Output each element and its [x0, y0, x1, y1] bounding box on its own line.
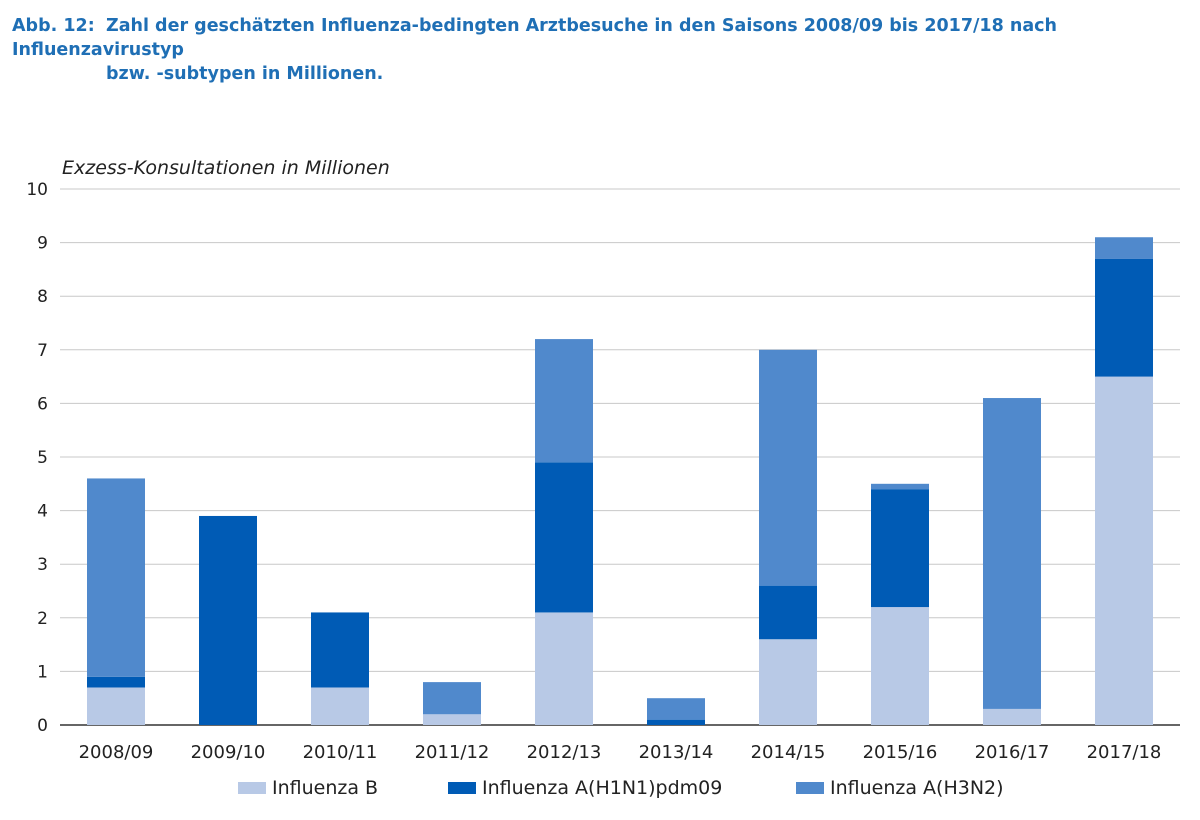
x-tick-label: 2017/18 [1087, 742, 1162, 763]
y-tick-label: 7 [37, 341, 48, 361]
bar-segment-h3n2 [983, 398, 1041, 709]
bar-segment-h1n1 [871, 489, 929, 608]
x-tick-label: 2008/09 [79, 742, 154, 763]
bar-segment-h3n2 [423, 682, 481, 715]
y-tick-label: 4 [37, 502, 48, 522]
bar-segment-h3n2 [87, 478, 145, 677]
legend-label: Influenza A(H3N2) [830, 777, 1004, 799]
bar-segment-h3n2 [647, 698, 705, 720]
bar-segment-influenza-b [535, 612, 593, 725]
y-tick-label: 0 [37, 716, 48, 736]
bar-segment-influenza-b [983, 708, 1041, 725]
bar-segment-h1n1 [87, 676, 145, 688]
bar-segment-h1n1 [311, 612, 369, 688]
bar-segment-h1n1 [199, 515, 257, 725]
bar-segment-influenza-b [759, 639, 817, 725]
figure-caption: Abb. 12: Zahl der geschätzten Influenza-b… [12, 14, 1192, 86]
bar-segment-h3n2 [759, 349, 817, 586]
caption-line-1: Zahl der geschätzten Influenza-bedingten… [12, 16, 1057, 60]
bar-segment-h3n2 [871, 483, 929, 490]
y-tick-label: 10 [26, 180, 48, 200]
x-tick-label: 2011/12 [415, 742, 490, 763]
y-tick-label: 2 [37, 609, 48, 629]
y-tick-label: 3 [37, 555, 48, 575]
x-tick-label: 2013/14 [639, 742, 714, 763]
bar-segment-influenza-b [311, 687, 369, 725]
bar-segment-influenza-b [871, 607, 929, 725]
y-tick-label: 8 [37, 287, 48, 307]
bar-segment-h3n2 [1095, 237, 1153, 259]
bar-segment-h1n1 [647, 719, 705, 725]
y-tick-labels: 0 1 2 3 4 5 6 7 8 9 10 [26, 180, 48, 736]
caption-line-2: bzw. -subtypen in Millionen. [106, 64, 384, 84]
y-axis-label: Exzess-Konsultationen in Millionen [62, 157, 390, 179]
figure-number: Abb. 12: [12, 16, 95, 36]
legend-label: Influenza A(H1N1)pdm09 [482, 777, 722, 799]
x-tick-label: 2012/13 [527, 742, 602, 763]
x-tick-labels: 2008/09 2009/10 2010/11 2011/12 2012/13 2013/… [79, 742, 1162, 763]
y-tick-label: 5 [37, 448, 48, 468]
x-tick-label: 2015/16 [863, 742, 938, 763]
legend-swatch [238, 782, 266, 794]
x-tick-label: 2014/15 [751, 742, 826, 763]
bar-segment-h3n2 [535, 339, 593, 463]
bar-segment-influenza-b [87, 687, 145, 725]
x-tick-label: 2010/11 [303, 742, 378, 763]
bar-segment-h1n1 [759, 585, 817, 640]
legend-swatch [448, 782, 476, 794]
legend-swatch [796, 782, 824, 794]
y-tick-label: 1 [37, 662, 48, 682]
bar-segment-influenza-b [1095, 376, 1153, 725]
x-tick-label: 2009/10 [191, 742, 266, 763]
bar-segment-h1n1 [535, 462, 593, 613]
legend-label: Influenza B [272, 777, 378, 799]
y-tick-label: 9 [37, 234, 48, 254]
bar-segment-influenza-b [423, 714, 481, 725]
legend: Influenza B Influenza A(H1N1)pdm09 Influen… [238, 777, 1004, 799]
y-tick-label: 6 [37, 394, 48, 414]
bar-segment-h1n1 [1095, 258, 1153, 377]
bars [87, 237, 1153, 725]
x-tick-label: 2016/17 [975, 742, 1050, 763]
